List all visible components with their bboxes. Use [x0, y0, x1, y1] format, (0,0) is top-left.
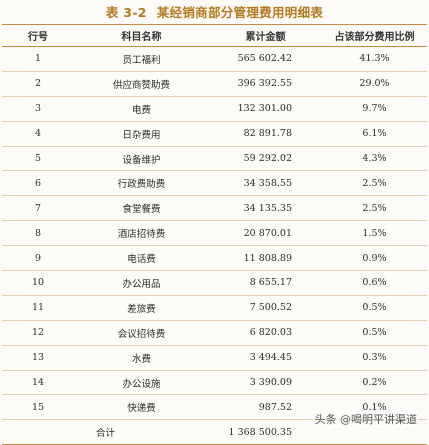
total-label: 合计	[95, 428, 115, 440]
share-ratio: 6.1%	[322, 121, 427, 147]
table-row: 10 办公用品 8 655.17 0.6%	[2, 270, 427, 296]
account-name: 办公用品	[74, 270, 209, 296]
share-ratio: 0.5%	[322, 320, 427, 346]
account-name: 供应商赞助费	[74, 71, 209, 97]
header-account-name: 科目名称	[74, 24, 209, 47]
table-row: 5 设备维护 59 292.02 4.3%	[2, 146, 427, 172]
account-name: 设备维护	[74, 146, 209, 172]
cumulative-amount: 11 808.89	[209, 245, 322, 272]
row-number: 13	[2, 345, 74, 371]
table-row: 7 食堂餐费 34 135.35 2.5%	[2, 195, 427, 222]
table-row: 14 办公设施 3 390.09 0.2%	[2, 370, 427, 396]
table-number: 表 3-2	[105, 5, 147, 20]
row-number: 7	[2, 195, 74, 222]
total-amount: 1 368 500.35	[228, 426, 292, 438]
share-ratio: 9.7%	[322, 96, 427, 122]
row-number: 15	[2, 394, 74, 421]
row-number: 5	[2, 146, 74, 172]
cumulative-amount: 6 820.03	[209, 320, 322, 346]
share-ratio: 0.6%	[322, 270, 427, 296]
account-name: 电话费	[74, 245, 209, 272]
cumulative-amount: 34 135.35	[209, 195, 322, 222]
cumulative-amount: 132 301.00	[209, 96, 322, 122]
cumulative-amount: 20 870.01	[209, 220, 322, 247]
header-row-number: 行号	[2, 24, 74, 47]
share-ratio: 0.3%	[322, 345, 427, 371]
row-number: 11	[2, 295, 74, 321]
share-ratio: 4.3%	[322, 146, 427, 172]
share-ratio: 0.5%	[322, 295, 427, 321]
total-row: 合计 1 368 500.35	[2, 420, 427, 445]
row-number: 14	[2, 370, 74, 396]
account-name: 水费	[74, 345, 209, 371]
header-share-ratio: 占该部分费用比例	[322, 24, 427, 47]
share-ratio: 29.0%	[322, 71, 427, 97]
table-row: 3 电费 132 301.00 9.7%	[2, 96, 427, 122]
account-name: 员工福利	[74, 46, 209, 72]
cumulative-amount: 34 358.55	[209, 170, 322, 197]
account-name: 酒店招待费	[74, 220, 209, 247]
table-row: 8 酒店招待费 20 870.01 1.5%	[2, 220, 427, 247]
row-number: 10	[2, 270, 74, 296]
row-number: 2	[2, 71, 74, 97]
cumulative-amount: 396 392.55	[209, 71, 322, 97]
table-row: 11 差旅费 7 500.52 0.5%	[2, 295, 427, 321]
table-row: 1 员工福利 565 602.42 41.3%	[2, 46, 427, 72]
row-number: 4	[2, 121, 74, 147]
account-name: 电费	[74, 96, 209, 122]
watermark: 头条 @喝明平讲渠道	[312, 410, 419, 428]
table-row: 6 行政费助费 34 358.55 2.5%	[2, 170, 427, 197]
row-number: 12	[2, 320, 74, 346]
row-number: 3	[2, 96, 74, 122]
share-ratio: 2.5%	[322, 170, 427, 197]
account-name: 日杂费用	[74, 121, 209, 147]
expense-table: 行号 科目名称 累计金额 占该部分费用比例 1 员工福利 565 602.42 41.…	[2, 24, 427, 445]
cumulative-amount: 8 655.17	[209, 270, 322, 296]
account-name: 快递费	[74, 394, 209, 421]
cumulative-amount: 3 390.09	[209, 370, 322, 396]
account-name: 会议招待费	[74, 320, 209, 346]
cumulative-amount: 3 494.45	[209, 345, 322, 371]
share-ratio: 41.3%	[322, 46, 427, 72]
table-row: 4 日杂费用 82 891.78 6.1%	[2, 121, 427, 147]
table-row: 13 水费 3 494.45 0.3%	[2, 345, 427, 371]
share-ratio: 2.5%	[322, 195, 427, 222]
account-name: 差旅费	[74, 295, 209, 321]
table-title: 表 3-2 某经销商部分管理费用明细表	[0, 2, 429, 21]
table-row: 9 电话费 11 808.89 0.9%	[2, 245, 427, 272]
cumulative-amount: 82 891.78	[209, 121, 322, 147]
cumulative-amount: 565 602.42	[209, 46, 322, 72]
row-number: 8	[2, 220, 74, 247]
cumulative-amount: 7 500.52	[209, 295, 322, 321]
cumulative-amount: 987.52	[209, 394, 322, 421]
header-cumulative-amount: 累计金额	[209, 24, 322, 47]
share-ratio: 0.2%	[322, 370, 427, 396]
header-row: 行号 科目名称 累计金额 占该部分费用比例	[2, 24, 427, 47]
account-name: 行政费助费	[74, 170, 209, 197]
table-caption: 某经销商部分管理费用明细表	[156, 5, 324, 20]
row-number: 9	[2, 245, 74, 272]
table-row: 2 供应商赞助费 396 392.55 29.0%	[2, 71, 427, 97]
row-number: 6	[2, 170, 74, 197]
table-row: 12 会议招待费 6 820.03 0.5%	[2, 320, 427, 346]
account-name: 办公设施	[74, 370, 209, 396]
share-ratio: 0.9%	[322, 245, 427, 272]
account-name: 食堂餐费	[74, 195, 209, 222]
share-ratio: 1.5%	[322, 220, 427, 247]
cumulative-amount: 59 292.02	[209, 146, 322, 172]
row-number: 1	[2, 46, 74, 72]
